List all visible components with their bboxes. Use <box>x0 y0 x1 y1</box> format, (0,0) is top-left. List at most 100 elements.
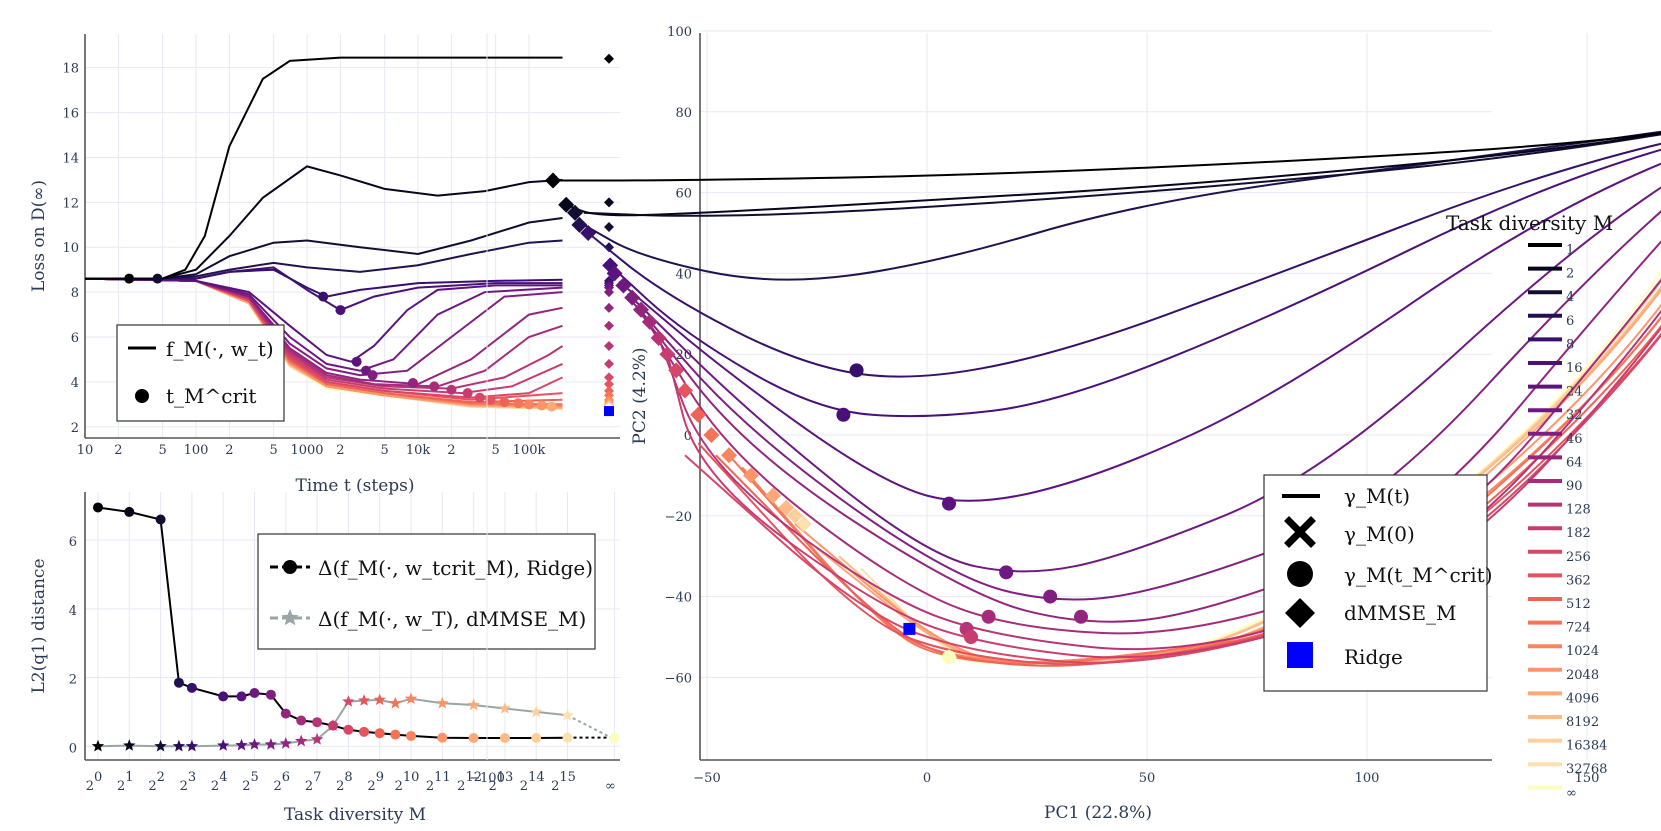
pca-x-tick: 100 <box>1355 771 1380 786</box>
pca-crit-point <box>999 565 1014 580</box>
loss-y-tick: 8 <box>71 286 79 301</box>
colorbar-label: 32 <box>1566 408 1583 423</box>
loss-y-tick: 4 <box>71 376 79 391</box>
loss-series-line <box>84 277 563 377</box>
loss-series-line <box>85 217 563 280</box>
pca-chart: −100−50050100150200 −60−40−2002040608010… <box>469 25 1661 823</box>
distance-dmmse-point <box>279 737 292 749</box>
colorbar-label: 1 <box>1566 243 1574 258</box>
pca-y-tick: 0 <box>684 429 692 444</box>
distance-ridge-point <box>296 715 307 726</box>
distance-dmmse-point <box>295 734 308 747</box>
distance-x-label: Task diversity M <box>284 805 426 825</box>
loss-x-tick: 5 <box>380 443 388 458</box>
loss-series-line <box>85 268 563 298</box>
pca-y-tick: −20 <box>665 510 692 525</box>
distance-dmmse-point <box>310 732 324 745</box>
legend-crit-circle <box>1287 561 1313 587</box>
pca-y-tick: 80 <box>675 106 692 121</box>
pca-dmmse-diamond <box>633 301 649 318</box>
pca-y-tick: 40 <box>675 267 692 282</box>
loss-x-tick: 2 <box>225 443 233 458</box>
legend-ridge-label: Δ(f_M(·, w_tcrit_M), Ridge) <box>318 556 593 580</box>
legend-dmmse-label: Δ(f_M(·, w_T), dMMSE_M) <box>318 607 586 631</box>
distance-ridge-point <box>343 724 354 735</box>
legend-ridge-marker <box>283 560 297 574</box>
legend-ridge-square <box>1287 642 1313 668</box>
pca-dmmse-diamond <box>558 196 575 213</box>
loss-x-tick: 10 <box>77 443 94 458</box>
distance-x-tick: 25 <box>242 770 259 794</box>
colorbar-label: 2 <box>1566 267 1574 282</box>
legend-circle-symbol <box>135 389 149 403</box>
colorbar-label: 24 <box>1566 385 1583 400</box>
distance-legend: Δ(f_M(·, w_tcrit_M), Ridge) Δ(f_M(·, w_T… <box>257 533 596 650</box>
colorbar-label: 362 <box>1566 573 1591 588</box>
loss-crit-point <box>407 378 418 389</box>
loss-crit-point <box>546 401 557 412</box>
distance-chart: 20212223242526272829210211212213214215∞ … <box>29 492 621 825</box>
pca-crit-point <box>836 407 851 422</box>
distance-ridge-point <box>173 677 184 688</box>
colorbar-label: 1024 <box>1566 644 1599 659</box>
legend-crit-label: γ_M(t_M^crit) <box>1344 563 1493 587</box>
pca-x-tick: −100 <box>469 771 505 786</box>
pca-trajectory <box>666 326 1661 659</box>
distance-y-tick: 4 <box>69 604 77 619</box>
loss-x-tick: 2 <box>114 443 122 458</box>
distance-ridge-point <box>265 689 276 700</box>
distance-dmmse-point <box>154 739 167 752</box>
pca-crit-point <box>1043 589 1058 604</box>
distance-x-tick: 27 <box>305 770 322 794</box>
distance-ridge-point <box>406 730 416 741</box>
distance-dmmse-point <box>561 708 574 721</box>
distance-x-tick: 20 <box>86 770 103 794</box>
colorbar-label: 512 <box>1566 597 1591 612</box>
loss-dmmse-diamond <box>604 222 614 233</box>
colorbar-label: 16 <box>1566 361 1583 376</box>
pca-dmmse-diamond <box>545 172 561 189</box>
loss-x-tick: 100 <box>184 443 209 458</box>
pca-dmmse-diamond <box>567 204 583 221</box>
legend-dmmse-marker <box>281 609 299 626</box>
pca-trajectory <box>684 333 1661 664</box>
loss-dmmse-diamond <box>604 320 614 331</box>
distance-x-tick: 22 <box>148 770 165 794</box>
pca-dmmse-diamond <box>615 277 632 294</box>
colorbar-label: 90 <box>1566 479 1583 494</box>
pca-trajectory <box>565 132 1661 217</box>
distance-y-tick: 2 <box>69 673 77 688</box>
loss-series-line <box>85 56 563 280</box>
loss-y-label: Loss on D(∞) <box>29 180 49 292</box>
colorbar-label: 16384 <box>1566 739 1607 754</box>
loss-series-line <box>85 165 563 280</box>
loss-crit-point <box>513 398 524 409</box>
distance-x-tick: 212 <box>457 770 482 794</box>
loss-legend: f_M(·, w_t) t_M^crit <box>116 324 285 422</box>
pca-y-tick: 60 <box>675 187 692 202</box>
distance-x-tick: 26 <box>274 770 291 794</box>
loss-x-tick: 5 <box>158 443 166 458</box>
pca-dmmse-diamond <box>787 507 803 524</box>
distance-ridge-point <box>312 717 323 728</box>
distance-dmmse-point <box>373 693 386 706</box>
distance-x-tick: 215 <box>551 770 576 794</box>
distance-ridge-point <box>328 720 339 731</box>
pca-trajectory <box>583 130 1661 281</box>
loss-dmmse-diamond <box>604 358 614 369</box>
pca-trajectory <box>583 133 1661 217</box>
pca-y-tick: −40 <box>665 591 692 606</box>
loss-dmmse-diamond <box>604 53 614 64</box>
distance-ridge-point <box>236 691 247 702</box>
distance-ridge-point <box>499 733 510 744</box>
pca-x-tick: 0 <box>923 771 931 786</box>
distance-x-tick: 210 <box>395 770 420 794</box>
pca-trajectory <box>657 309 1661 651</box>
ridge-marker <box>604 406 614 417</box>
pca-x-tick: 50 <box>1139 771 1156 786</box>
loss-y-tick: 16 <box>62 107 79 122</box>
pca-dmmse-diamond <box>606 265 623 282</box>
loss-dmmse-diamond <box>604 287 614 298</box>
colorbar-label: 46 <box>1566 432 1583 447</box>
